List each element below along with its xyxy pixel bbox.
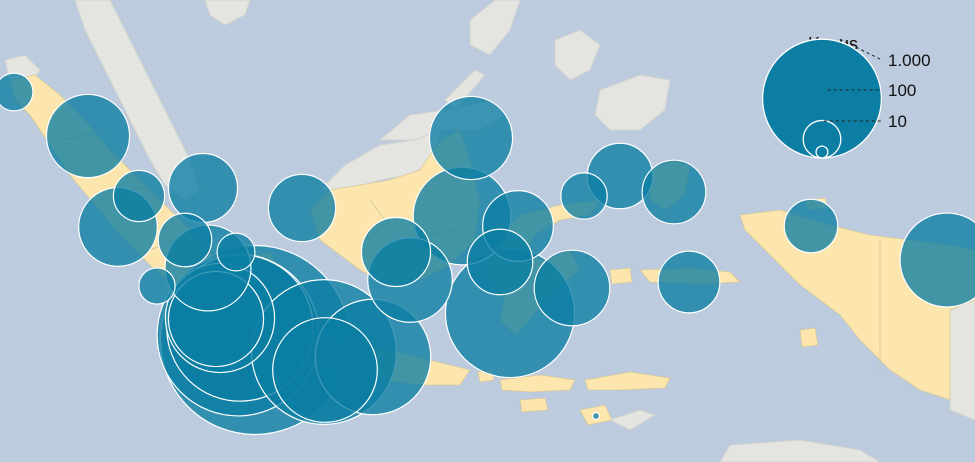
case-bubble <box>0 72 34 112</box>
papua-new-guinea <box>949 299 975 421</box>
timor-leste <box>608 409 657 431</box>
australia-north <box>719 439 881 462</box>
case-bubble <box>428 95 514 181</box>
case-bubble <box>641 159 707 225</box>
case-bubble <box>466 228 534 296</box>
legend-label: 1.000 <box>888 51 931 70</box>
case-bubble <box>45 93 131 179</box>
case-bubble <box>657 250 721 314</box>
aru-islands <box>799 327 819 348</box>
legend-circle <box>815 145 829 159</box>
flores <box>584 371 671 391</box>
case-bubble <box>267 173 337 243</box>
philippines-north <box>469 0 521 56</box>
case-bubble <box>899 212 975 308</box>
case-bubble <box>157 212 213 268</box>
legend-leader-line <box>839 38 883 61</box>
case-bubble <box>560 172 608 220</box>
case-bubble <box>112 169 166 223</box>
legend-items: 1.000 100 10 <box>761 38 931 159</box>
legend-label: 100 <box>888 81 916 100</box>
philippines-central <box>554 29 601 81</box>
case-bubble <box>138 267 176 305</box>
case-bubble <box>783 198 839 254</box>
case-bubble <box>533 249 611 327</box>
sumba <box>519 397 549 413</box>
case-bubble <box>360 216 432 288</box>
indochina-coast <box>204 0 251 26</box>
case-bubble <box>167 152 239 224</box>
buru <box>609 267 633 285</box>
case-bubble <box>272 317 378 423</box>
case-bubbles <box>0 72 975 436</box>
case-bubble <box>216 232 256 272</box>
mindanao <box>594 74 671 131</box>
legend-label: 10 <box>888 112 907 131</box>
lombok-sumbawa <box>499 374 576 393</box>
case-bubble <box>591 411 601 421</box>
